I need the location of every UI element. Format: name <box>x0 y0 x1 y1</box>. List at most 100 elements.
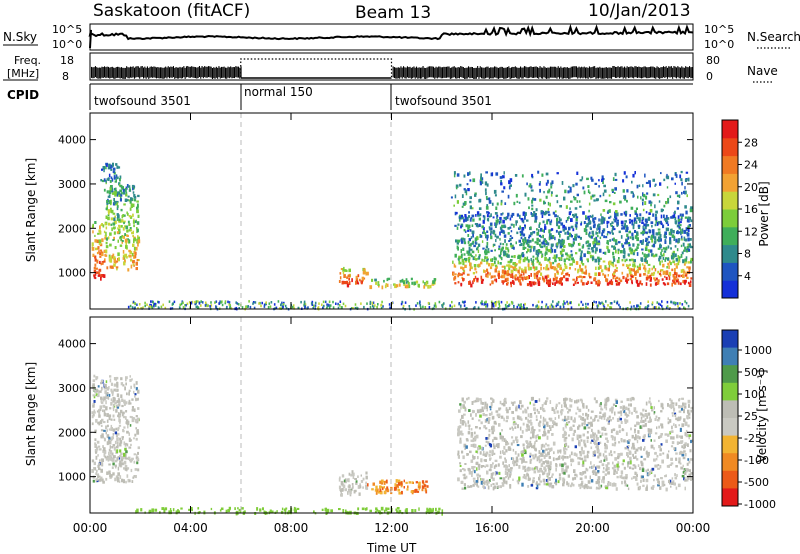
vel-cells-cell-1275 <box>683 468 686 472</box>
power-cells-cell-191 <box>126 234 129 237</box>
power-cells-cell-1105 <box>550 228 554 231</box>
nave-bar-60 <box>169 67 171 79</box>
power-cells-cell-540 <box>480 280 484 284</box>
power-cells-cell-2208 <box>615 210 618 214</box>
power-cells-cell-1858 <box>548 249 551 253</box>
power-cells-cell-755 <box>577 281 579 284</box>
vel-cells-cell-1283 <box>618 416 621 419</box>
power-cells-cell-1992 <box>591 235 593 239</box>
vel-cells-cell-1512 <box>690 406 693 410</box>
power-cells-cell-412 <box>398 283 401 287</box>
power-cells-cell-2475 <box>221 303 224 307</box>
power-cells-cell-420 <box>408 284 411 289</box>
power-cells-cell-1998 <box>486 214 489 218</box>
power-cells-cell-1220 <box>478 217 481 221</box>
power-cells-cell-2738 <box>201 301 204 304</box>
vel-cells-cell-1253 <box>562 457 564 461</box>
power-cells-cell-1289 <box>670 216 673 219</box>
power-cells-cell-2070 <box>472 178 476 183</box>
power-cells-cell-2102 <box>486 204 489 208</box>
vel-cells-cell-251 <box>102 449 105 453</box>
vel-cells-cell-89 <box>124 447 127 451</box>
power-cells-cell-1259 <box>629 249 631 253</box>
nave-bar-237 <box>549 66 551 78</box>
nave-bar-40 <box>143 67 145 79</box>
power-cells-cell-1780 <box>690 246 693 249</box>
nave-label: Nave <box>747 64 778 78</box>
power-cells-cell-678 <box>501 265 505 268</box>
vel-cells-cell-1788 <box>657 417 661 420</box>
vel-cells-cell-1423 <box>514 426 517 429</box>
vel-cells-cell-366 <box>131 419 135 423</box>
power-cells-cell-1630 <box>522 233 526 237</box>
power-cells-cell-1031 <box>472 256 475 261</box>
vel-cells-cell-293 <box>92 394 96 397</box>
vel-cells-cell-181 <box>99 420 103 424</box>
vel-cells-cell-1370 <box>564 436 568 440</box>
power-cells-cell-289 <box>107 209 111 213</box>
power-cells-cell-1879 <box>681 238 683 241</box>
nave-bar-258 <box>577 67 579 79</box>
vel-cells-cell-532 <box>415 481 419 484</box>
vel-cells-cell-1062 <box>577 456 580 460</box>
power-cells-cell-1296 <box>458 219 461 222</box>
power-cells-cell-579 <box>472 272 475 275</box>
power-cells-cell-1826 <box>686 219 689 223</box>
vel-cells-cell-312 <box>131 378 133 381</box>
power-cells-cell-659 <box>575 261 579 265</box>
power-cells-cell-1328 <box>645 237 648 241</box>
vel-cells-cell-378 <box>123 441 126 446</box>
vel-cells-cell-1088 <box>584 483 586 486</box>
vel-cells-cell-297 <box>100 396 103 400</box>
power-cells-cell-2639 <box>619 305 621 309</box>
power-cells-cell-213 <box>127 268 130 272</box>
power-cells-cell-588 <box>577 276 580 279</box>
power-cells-cell-1592 <box>531 238 534 242</box>
power-cells-cell-917 <box>582 282 585 286</box>
power-cells-cell-1235 <box>651 229 655 233</box>
vel-cells-cell-174 <box>115 445 119 449</box>
power-cells-cell-257 <box>132 203 135 208</box>
power-cells-cell-1107 <box>529 248 532 253</box>
power-cells-cell-700 <box>682 280 684 284</box>
vel-cells-cell-346 <box>120 394 123 399</box>
vel-cells-cell-1336 <box>502 402 506 407</box>
power-cells-cell-1449 <box>593 240 596 245</box>
power-cells-cell-32 <box>100 251 104 255</box>
nave-bar-311 <box>646 67 648 79</box>
power-cells-cell-1217 <box>614 239 618 243</box>
power-cells-cell-2005 <box>645 181 649 184</box>
nave-bar-45 <box>149 66 151 78</box>
power-cells-cell-2551 <box>252 301 255 304</box>
vel-cells-cell-26 <box>99 459 101 463</box>
power-cells-cell-2487 <box>157 306 160 309</box>
power-cells-cell-658 <box>682 274 685 278</box>
power-cells-cell-1082 <box>519 230 522 234</box>
vel-cells-cell-1424 <box>478 427 481 430</box>
vel-cells-cell-1744 <box>463 413 466 416</box>
nave-bar-246 <box>561 67 563 79</box>
power-cells-cell-1709 <box>516 231 519 235</box>
vel-cells-cell-1009 <box>591 439 594 442</box>
nave-bar-305 <box>638 66 640 78</box>
power-cells-cell-2182 <box>574 207 578 210</box>
power-cbar-tick-5: 24 <box>744 159 758 172</box>
vel-cells-cell-1231 <box>614 457 618 461</box>
power-cells-cell-1369 <box>620 250 623 254</box>
vel-cells-cell-1167 <box>543 418 547 422</box>
power-cells-cell-538 <box>677 281 680 285</box>
power-cells-cell-1067 <box>579 236 582 240</box>
power-cells-cell-415 <box>422 280 424 284</box>
power-cells-cell-1343 <box>477 249 480 253</box>
power-cells-cell-2361 <box>137 307 139 310</box>
power-cells-cell-1168 <box>686 246 689 249</box>
power-cells-cell-1125 <box>677 215 680 220</box>
power-cells-cell-1445 <box>634 230 637 233</box>
power-cells-cell-2242 <box>582 186 585 190</box>
power-cells-cell-182 <box>107 213 110 217</box>
power-cells-cell-181 <box>120 225 123 228</box>
vel-cells-cell-148 <box>127 420 130 424</box>
vel-cells-cell-214 <box>103 396 106 401</box>
vel-cells-cell-1769 <box>545 464 549 468</box>
vel-cells-cell-1287 <box>550 427 552 431</box>
